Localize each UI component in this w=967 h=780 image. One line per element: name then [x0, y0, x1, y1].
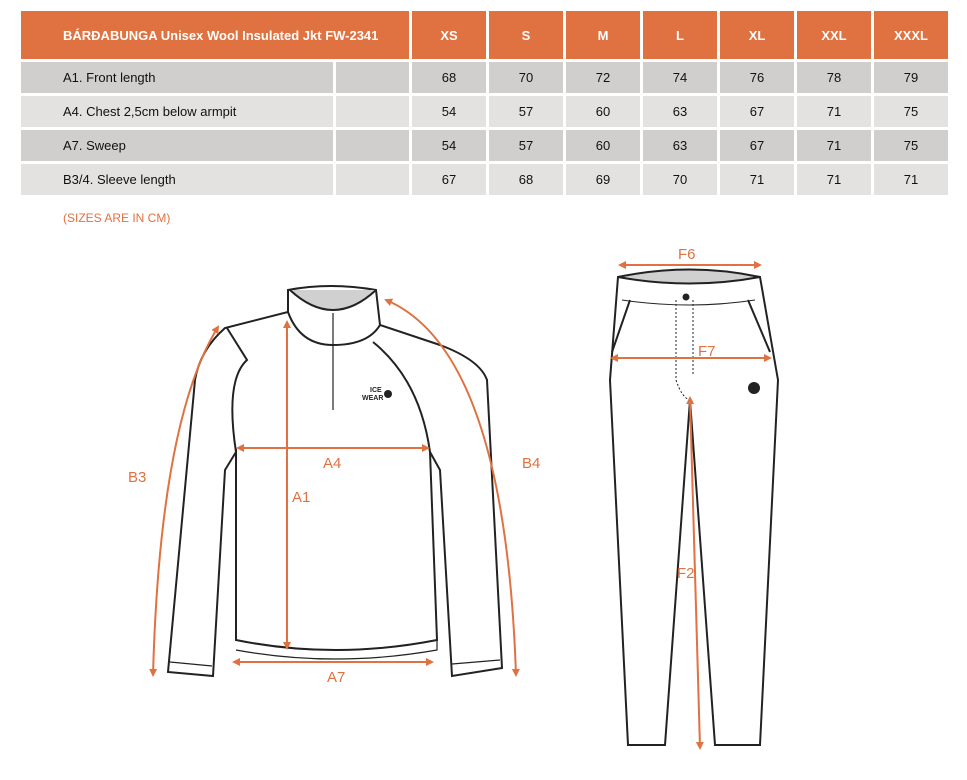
- label-a4: A4: [323, 455, 341, 472]
- svg-text:ICE: ICE: [370, 387, 382, 394]
- cell: 60: [566, 130, 640, 161]
- cell: 54: [412, 96, 486, 127]
- cell: 67: [412, 164, 486, 195]
- cell: 78: [797, 62, 871, 93]
- size-s: S: [489, 11, 563, 59]
- cell: 63: [643, 130, 717, 161]
- cell: 71: [797, 130, 871, 161]
- blank-cell: [336, 130, 409, 161]
- cell: 74: [643, 62, 717, 93]
- product-title: BÁRÐABUNGA Unisex Wool Insulated Jkt FW-…: [21, 11, 409, 59]
- cell: 72: [566, 62, 640, 93]
- label-a1: A1: [292, 489, 310, 506]
- cell: 79: [874, 62, 948, 93]
- jacket-drawing: [166, 285, 504, 678]
- cell: 67: [720, 130, 794, 161]
- cell: 71: [874, 164, 948, 195]
- label-f7: F7: [698, 343, 716, 360]
- size-table: BÁRÐABUNGA Unisex Wool Insulated Jkt FW-…: [18, 8, 951, 198]
- label-b4: B4: [522, 455, 540, 472]
- size-xl: XL: [720, 11, 794, 59]
- cell: 76: [720, 62, 794, 93]
- row-label: A7. Sweep: [21, 130, 333, 161]
- blank-cell: [336, 96, 409, 127]
- cell: 57: [489, 96, 563, 127]
- size-xxl: XXL: [797, 11, 871, 59]
- arrow-b4: [384, 298, 520, 677]
- size-l: L: [643, 11, 717, 59]
- row-label: A4. Chest 2,5cm below armpit: [21, 96, 333, 127]
- cell: 68: [412, 62, 486, 93]
- row-label: B3/4. Sleeve length: [21, 164, 333, 195]
- cell: 63: [643, 96, 717, 127]
- blank-cell: [336, 62, 409, 93]
- measurement-arrows: [149, 261, 772, 750]
- row-label: A1. Front length: [21, 62, 333, 93]
- label-f2: F2: [677, 565, 695, 582]
- cell: 75: [874, 96, 948, 127]
- cell: 68: [489, 164, 563, 195]
- cell: 71: [797, 96, 871, 127]
- table-row: A4. Chest 2,5cm below armpit 54 57 60 63 67 7…: [21, 96, 948, 127]
- table-row: B3/4. Sleeve length 67 68 69 70 71 71 71: [21, 164, 948, 195]
- cell: 70: [643, 164, 717, 195]
- cell: 69: [566, 164, 640, 195]
- units-note: (SIZES ARE IN CM): [63, 211, 171, 225]
- cell: 71: [720, 164, 794, 195]
- header-row: BÁRÐABUNGA Unisex Wool Insulated Jkt FW-…: [21, 11, 948, 59]
- cell: 60: [566, 96, 640, 127]
- cell: 54: [412, 130, 486, 161]
- pants-drawing: [608, 268, 780, 746]
- svg-text:WEAR: WEAR: [362, 395, 383, 402]
- cell: 75: [874, 130, 948, 161]
- arrow-b3: [149, 325, 220, 677]
- size-xs: XS: [412, 11, 486, 59]
- label-b3: B3: [128, 469, 146, 486]
- size-m: M: [566, 11, 640, 59]
- cell: 71: [797, 164, 871, 195]
- blank-cell: [336, 164, 409, 195]
- label-a7: A7: [327, 669, 345, 686]
- arrow-f2: [686, 396, 704, 750]
- cell: 67: [720, 96, 794, 127]
- size-xxxl: XXXL: [874, 11, 948, 59]
- table-row: A1. Front length 68 70 72 74 76 78 79: [21, 62, 948, 93]
- cell: 70: [489, 62, 563, 93]
- label-f6: F6: [678, 246, 696, 263]
- table-row: A7. Sweep 54 57 60 63 67 71 75: [21, 130, 948, 161]
- cell: 57: [489, 130, 563, 161]
